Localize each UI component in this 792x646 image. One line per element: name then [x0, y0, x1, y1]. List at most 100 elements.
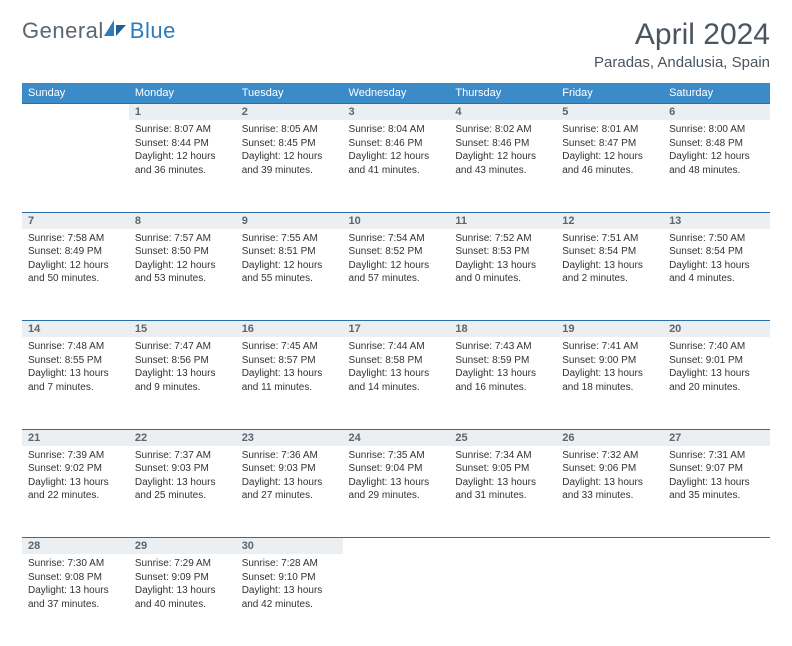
sunrise-text: Sunrise: 7:47 AM	[135, 340, 230, 354]
month-title: April 2024	[594, 18, 770, 52]
header: General Blue April 2024 Paradas, Andalus…	[22, 18, 770, 71]
sunrise-text: Sunrise: 7:28 AM	[242, 557, 337, 571]
day-number-cell: 22	[129, 429, 236, 446]
day-content-cell: Sunrise: 7:51 AMSunset: 8:54 PMDaylight:…	[556, 229, 663, 321]
day-content-cell: Sunrise: 8:05 AMSunset: 8:45 PMDaylight:…	[236, 120, 343, 212]
sunrise-text: Sunrise: 7:34 AM	[455, 449, 550, 463]
day-number-cell	[663, 538, 770, 555]
day-content-cell: Sunrise: 7:31 AMSunset: 9:07 PMDaylight:…	[663, 446, 770, 538]
day-content-cell: Sunrise: 7:55 AMSunset: 8:51 PMDaylight:…	[236, 229, 343, 321]
daylight-text: Daylight: 12 hours and 46 minutes.	[562, 150, 657, 177]
daylight-text: Daylight: 13 hours and 29 minutes.	[349, 476, 444, 503]
sunset-text: Sunset: 9:08 PM	[28, 571, 123, 585]
day-content-cell	[343, 554, 450, 646]
day-number-cell: 10	[343, 212, 450, 229]
day-number-cell: 16	[236, 321, 343, 338]
day-number-cell: 7	[22, 212, 129, 229]
sunset-text: Sunset: 9:07 PM	[669, 462, 764, 476]
logo-text-general: General	[22, 18, 104, 44]
sunrise-text: Sunrise: 7:30 AM	[28, 557, 123, 571]
daylight-text: Daylight: 13 hours and 16 minutes.	[455, 367, 550, 394]
sunrise-text: Sunrise: 7:43 AM	[455, 340, 550, 354]
day-number-cell: 12	[556, 212, 663, 229]
logo-text-blue: Blue	[130, 18, 176, 44]
sunset-text: Sunset: 9:06 PM	[562, 462, 657, 476]
sunrise-text: Sunrise: 8:05 AM	[242, 123, 337, 137]
day-number-cell: 2	[236, 104, 343, 121]
sunset-text: Sunset: 9:03 PM	[135, 462, 230, 476]
day-number-cell: 21	[22, 429, 129, 446]
weekday-header: Friday	[556, 83, 663, 104]
daylight-text: Daylight: 13 hours and 18 minutes.	[562, 367, 657, 394]
day-content-cell: Sunrise: 7:30 AMSunset: 9:08 PMDaylight:…	[22, 554, 129, 646]
daylight-text: Daylight: 13 hours and 4 minutes.	[669, 259, 764, 286]
daylight-text: Daylight: 13 hours and 35 minutes.	[669, 476, 764, 503]
day-content-cell: Sunrise: 7:37 AMSunset: 9:03 PMDaylight:…	[129, 446, 236, 538]
day-content-cell: Sunrise: 7:45 AMSunset: 8:57 PMDaylight:…	[236, 337, 343, 429]
sunset-text: Sunset: 8:52 PM	[349, 245, 444, 259]
sunrise-text: Sunrise: 7:44 AM	[349, 340, 444, 354]
day-content-cell	[663, 554, 770, 646]
daylight-text: Daylight: 13 hours and 20 minutes.	[669, 367, 764, 394]
day-content-cell: Sunrise: 8:07 AMSunset: 8:44 PMDaylight:…	[129, 120, 236, 212]
daylight-text: Daylight: 12 hours and 48 minutes.	[669, 150, 764, 177]
sunrise-text: Sunrise: 8:04 AM	[349, 123, 444, 137]
sunrise-text: Sunrise: 7:35 AM	[349, 449, 444, 463]
sunrise-text: Sunrise: 7:29 AM	[135, 557, 230, 571]
sunset-text: Sunset: 8:48 PM	[669, 137, 764, 151]
sunset-text: Sunset: 8:50 PM	[135, 245, 230, 259]
sunset-text: Sunset: 9:01 PM	[669, 354, 764, 368]
day-content-cell: Sunrise: 8:01 AMSunset: 8:47 PMDaylight:…	[556, 120, 663, 212]
sunrise-text: Sunrise: 7:58 AM	[28, 232, 123, 246]
sunrise-text: Sunrise: 7:31 AM	[669, 449, 764, 463]
daylight-text: Daylight: 13 hours and 7 minutes.	[28, 367, 123, 394]
sunset-text: Sunset: 9:04 PM	[349, 462, 444, 476]
sunset-text: Sunset: 8:47 PM	[562, 137, 657, 151]
day-number-cell	[22, 104, 129, 121]
day-number-cell	[449, 538, 556, 555]
sunset-text: Sunset: 8:54 PM	[562, 245, 657, 259]
day-content-row: Sunrise: 7:30 AMSunset: 9:08 PMDaylight:…	[22, 554, 770, 646]
daylight-text: Daylight: 13 hours and 11 minutes.	[242, 367, 337, 394]
sunrise-text: Sunrise: 7:50 AM	[669, 232, 764, 246]
location: Paradas, Andalusia, Spain	[594, 54, 770, 71]
sunrise-text: Sunrise: 7:48 AM	[28, 340, 123, 354]
daylight-text: Daylight: 12 hours and 57 minutes.	[349, 259, 444, 286]
daylight-text: Daylight: 13 hours and 25 minutes.	[135, 476, 230, 503]
day-content-cell: Sunrise: 7:35 AMSunset: 9:04 PMDaylight:…	[343, 446, 450, 538]
sunrise-text: Sunrise: 8:07 AM	[135, 123, 230, 137]
sunset-text: Sunset: 9:02 PM	[28, 462, 123, 476]
daylight-text: Daylight: 13 hours and 2 minutes.	[562, 259, 657, 286]
day-number-cell: 5	[556, 104, 663, 121]
calendar-table: SundayMondayTuesdayWednesdayThursdayFrid…	[22, 83, 770, 646]
daylight-text: Daylight: 12 hours and 53 minutes.	[135, 259, 230, 286]
day-number-cell: 8	[129, 212, 236, 229]
sunset-text: Sunset: 8:46 PM	[455, 137, 550, 151]
title-block: April 2024 Paradas, Andalusia, Spain	[594, 18, 770, 71]
sunrise-text: Sunrise: 7:54 AM	[349, 232, 444, 246]
daylight-text: Daylight: 13 hours and 14 minutes.	[349, 367, 444, 394]
sunset-text: Sunset: 8:49 PM	[28, 245, 123, 259]
day-content-cell	[22, 120, 129, 212]
day-content-row: Sunrise: 7:39 AMSunset: 9:02 PMDaylight:…	[22, 446, 770, 538]
day-content-cell: Sunrise: 7:41 AMSunset: 9:00 PMDaylight:…	[556, 337, 663, 429]
day-content-cell: Sunrise: 7:54 AMSunset: 8:52 PMDaylight:…	[343, 229, 450, 321]
day-content-cell: Sunrise: 7:52 AMSunset: 8:53 PMDaylight:…	[449, 229, 556, 321]
day-number-cell: 27	[663, 429, 770, 446]
day-content-cell: Sunrise: 7:28 AMSunset: 9:10 PMDaylight:…	[236, 554, 343, 646]
sunrise-text: Sunrise: 7:45 AM	[242, 340, 337, 354]
sunrise-text: Sunrise: 8:01 AM	[562, 123, 657, 137]
day-content-cell: Sunrise: 7:58 AMSunset: 8:49 PMDaylight:…	[22, 229, 129, 321]
daylight-text: Daylight: 13 hours and 31 minutes.	[455, 476, 550, 503]
sunrise-text: Sunrise: 7:52 AM	[455, 232, 550, 246]
day-number-cell: 6	[663, 104, 770, 121]
day-content-cell: Sunrise: 7:34 AMSunset: 9:05 PMDaylight:…	[449, 446, 556, 538]
day-content-cell: Sunrise: 7:44 AMSunset: 8:58 PMDaylight:…	[343, 337, 450, 429]
day-number-cell	[556, 538, 663, 555]
day-number-cell: 26	[556, 429, 663, 446]
sunset-text: Sunset: 9:05 PM	[455, 462, 550, 476]
day-content-cell: Sunrise: 7:50 AMSunset: 8:54 PMDaylight:…	[663, 229, 770, 321]
daylight-text: Daylight: 13 hours and 27 minutes.	[242, 476, 337, 503]
weekday-header: Saturday	[663, 83, 770, 104]
day-number-cell: 11	[449, 212, 556, 229]
